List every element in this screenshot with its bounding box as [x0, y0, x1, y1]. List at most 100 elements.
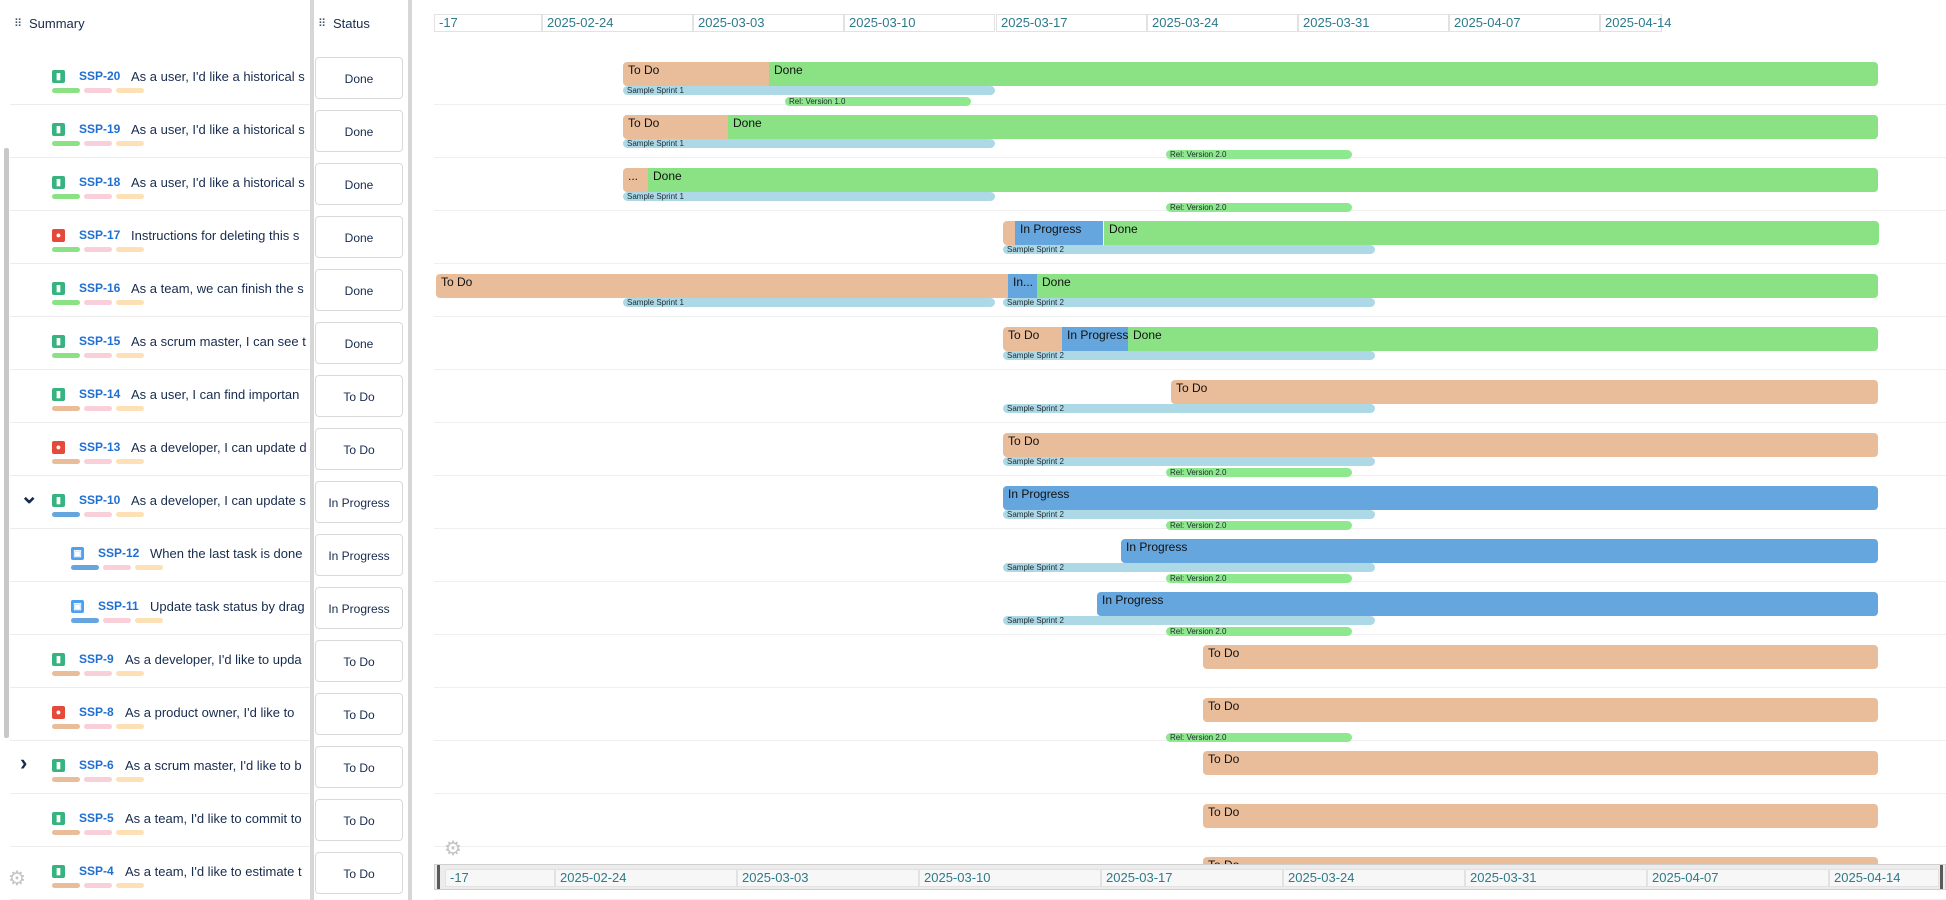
status-bar-segment[interactable]: Done — [769, 62, 1878, 86]
issue-key-link[interactable]: SSP-9 — [79, 652, 114, 666]
summary-column-header[interactable]: ⠿ Summary — [10, 12, 310, 36]
issue-key-link[interactable]: SSP-12 — [98, 546, 140, 560]
status-cell[interactable]: Done — [315, 322, 403, 364]
timeline-scroller[interactable]: -17 2025-02-24 2025-03-03 2025-03-10 2025-03… — [434, 864, 1946, 890]
release-bar[interactable]: Rel: Version 2.0 — [1166, 203, 1352, 212]
status-bar-segment[interactable]: ... — [623, 168, 648, 192]
status-cell[interactable]: To Do — [315, 746, 403, 788]
scroller-right-handle[interactable] — [1940, 865, 1943, 889]
chevron-right-icon[interactable]: › — [20, 750, 28, 775]
issue-key-link[interactable]: SSP-16 — [79, 281, 121, 295]
issue-key-link[interactable]: SSP-5 — [79, 811, 114, 825]
issue-row[interactable]: ▮ SSP-19 As a user, I'd like a historical … — [10, 105, 310, 158]
sprint-bar[interactable]: Sample Sprint 2 — [1003, 298, 1375, 307]
chevron-down-icon[interactable]: ⌄ — [20, 483, 39, 508]
sprint-bar[interactable]: Sample Sprint 1 — [623, 139, 995, 148]
status-cell[interactable]: To Do — [315, 428, 403, 470]
sprint-bar[interactable]: Sample Sprint 1 — [623, 86, 995, 95]
drag-grip-icon[interactable]: ⠿ — [318, 18, 326, 30]
status-bar-segment[interactable]: To Do — [1171, 380, 1878, 404]
release-bar[interactable]: Rel: Version 2.0 — [1166, 574, 1352, 583]
status-bar-segment[interactable]: To Do — [1003, 433, 1878, 457]
issue-row[interactable]: ▮ SSP-9 As a developer, I'd like to upda — [10, 635, 310, 688]
sprint-bar[interactable]: Sample Sprint 2 — [1003, 457, 1375, 466]
issue-row[interactable]: ▮ SSP-14 As a user, I can find importan — [10, 370, 310, 423]
status-cell[interactable]: To Do — [315, 640, 403, 682]
status-cell[interactable]: To Do — [315, 693, 403, 735]
scroller-left-handle[interactable] — [437, 865, 440, 889]
issue-key-link[interactable]: SSP-11 — [98, 599, 139, 613]
status-cell[interactable]: Done — [315, 110, 403, 152]
drag-grip-icon[interactable]: ⠿ — [14, 18, 22, 30]
status-bar-segment[interactable]: To Do — [623, 62, 769, 86]
status-bar-segment[interactable]: In Progress — [1015, 221, 1103, 245]
issue-row[interactable]: ▮ SSP-4 As a team, I'd like to estimate t — [10, 847, 310, 900]
status-cell[interactable]: Done — [315, 216, 403, 258]
status-bar-segment[interactable]: To Do — [1203, 804, 1878, 828]
status-bar-segment[interactable]: Done — [1128, 327, 1878, 351]
issue-key-link[interactable]: SSP-20 — [79, 69, 121, 83]
status-cell[interactable]: Done — [315, 163, 403, 205]
sprint-bar[interactable]: Sample Sprint 2 — [1003, 510, 1375, 519]
issue-row[interactable]: ▮ SSP-20 As a user, I'd like a historical … — [10, 52, 310, 105]
issue-key-link[interactable]: SSP-19 — [79, 122, 121, 136]
status-bar-segment[interactable]: In Progress — [1062, 327, 1128, 351]
settings-gear-icon[interactable]: ⚙ — [8, 868, 26, 890]
pane-divider[interactable] — [408, 0, 412, 900]
issue-row[interactable]: ⌄ ▮ SSP-10 As a developer, I can update s — [10, 476, 310, 529]
issue-key-link[interactable]: SSP-8 — [79, 705, 114, 719]
issue-key-link[interactable]: SSP-4 — [79, 864, 114, 878]
issue-key-link[interactable]: SSP-10 — [79, 493, 121, 507]
issue-row[interactable]: ▮ SSP-16 As a team, we can finish the s — [10, 264, 310, 317]
sprint-bar[interactable]: Sample Sprint 2 — [1003, 616, 1375, 625]
status-cell[interactable]: In Progress — [315, 534, 403, 576]
issue-key-link[interactable]: SSP-6 — [79, 758, 114, 772]
status-bar-segment[interactable]: In... — [1008, 274, 1037, 298]
issue-row[interactable]: › ▮ SSP-6 As a scrum master, I'd like to b — [10, 741, 310, 794]
status-bar-segment[interactable]: To Do — [1203, 751, 1878, 775]
pane-divider[interactable] — [310, 0, 314, 900]
issue-key-link[interactable]: SSP-18 — [79, 175, 121, 189]
status-cell[interactable]: In Progress — [315, 587, 403, 629]
status-bar-segment[interactable]: To Do — [623, 115, 728, 139]
status-bar-segment[interactable]: In Progress — [1121, 539, 1878, 563]
status-bar-segment[interactable]: Done — [1104, 221, 1879, 245]
issue-key-link[interactable]: SSP-13 — [79, 440, 121, 454]
timeline-settings-gear-icon[interactable]: ⚙ — [444, 838, 462, 860]
status-cell[interactable]: Done — [315, 57, 403, 99]
sprint-bar[interactable]: Sample Sprint 2 — [1003, 563, 1375, 572]
issue-key-link[interactable]: SSP-15 — [79, 334, 121, 348]
left-scrollbar[interactable] — [4, 148, 9, 738]
issue-key-link[interactable]: SSP-14 — [79, 387, 121, 401]
status-bar-segment[interactable]: In Progress — [1003, 486, 1878, 510]
status-bar-segment[interactable]: To Do — [1003, 327, 1063, 351]
release-bar[interactable]: Rel: Version 1.0 — [785, 97, 971, 106]
issue-row[interactable]: ▮ SSP-15 As a scrum master, I can see t — [10, 317, 310, 370]
issue-row[interactable]: ● SSP-8 As a product owner, I'd like to — [10, 688, 310, 741]
sprint-bar[interactable]: Sample Sprint 2 — [1003, 351, 1375, 360]
sprint-bar[interactable]: Sample Sprint 2 — [1003, 404, 1375, 413]
status-bar-segment[interactable]: Done — [728, 115, 1878, 139]
release-bar[interactable]: Rel: Version 2.0 — [1166, 627, 1352, 636]
issue-row[interactable]: ▣ SSP-11 Update task status by drag — [10, 582, 310, 635]
sprint-bar[interactable]: Sample Sprint 1 — [623, 298, 995, 307]
status-bar-segment[interactable] — [1003, 221, 1015, 245]
status-bar-segment[interactable]: To Do — [1203, 698, 1878, 722]
status-bar-segment[interactable]: In Progress — [1097, 592, 1878, 616]
issue-row[interactable]: ▮ SSP-5 As a team, I'd like to commit to — [10, 794, 310, 847]
issue-row[interactable]: ▣ SSP-12 When the last task is done — [10, 529, 310, 582]
status-bar-segment[interactable]: To Do — [1203, 645, 1878, 669]
status-cell[interactable]: In Progress — [315, 481, 403, 523]
release-bar[interactable]: Rel: Version 2.0 — [1166, 150, 1352, 159]
status-bar-segment[interactable]: Done — [1037, 274, 1878, 298]
status-bar-segment[interactable]: Done — [648, 168, 1878, 192]
sprint-bar[interactable]: Sample Sprint 2 — [1003, 245, 1375, 254]
release-bar[interactable]: Rel: Version 2.0 — [1166, 521, 1352, 530]
status-cell[interactable]: To Do — [315, 852, 403, 894]
issue-row[interactable]: ● SSP-17 Instructions for deleting this s — [10, 211, 310, 264]
issue-key-link[interactable]: SSP-17 — [79, 228, 121, 242]
status-cell[interactable]: Done — [315, 269, 403, 311]
issue-row[interactable]: ● SSP-13 As a developer, I can update d — [10, 423, 310, 476]
sprint-bar[interactable]: Sample Sprint 1 — [623, 192, 995, 201]
status-bar-segment[interactable]: To Do — [436, 274, 1008, 298]
